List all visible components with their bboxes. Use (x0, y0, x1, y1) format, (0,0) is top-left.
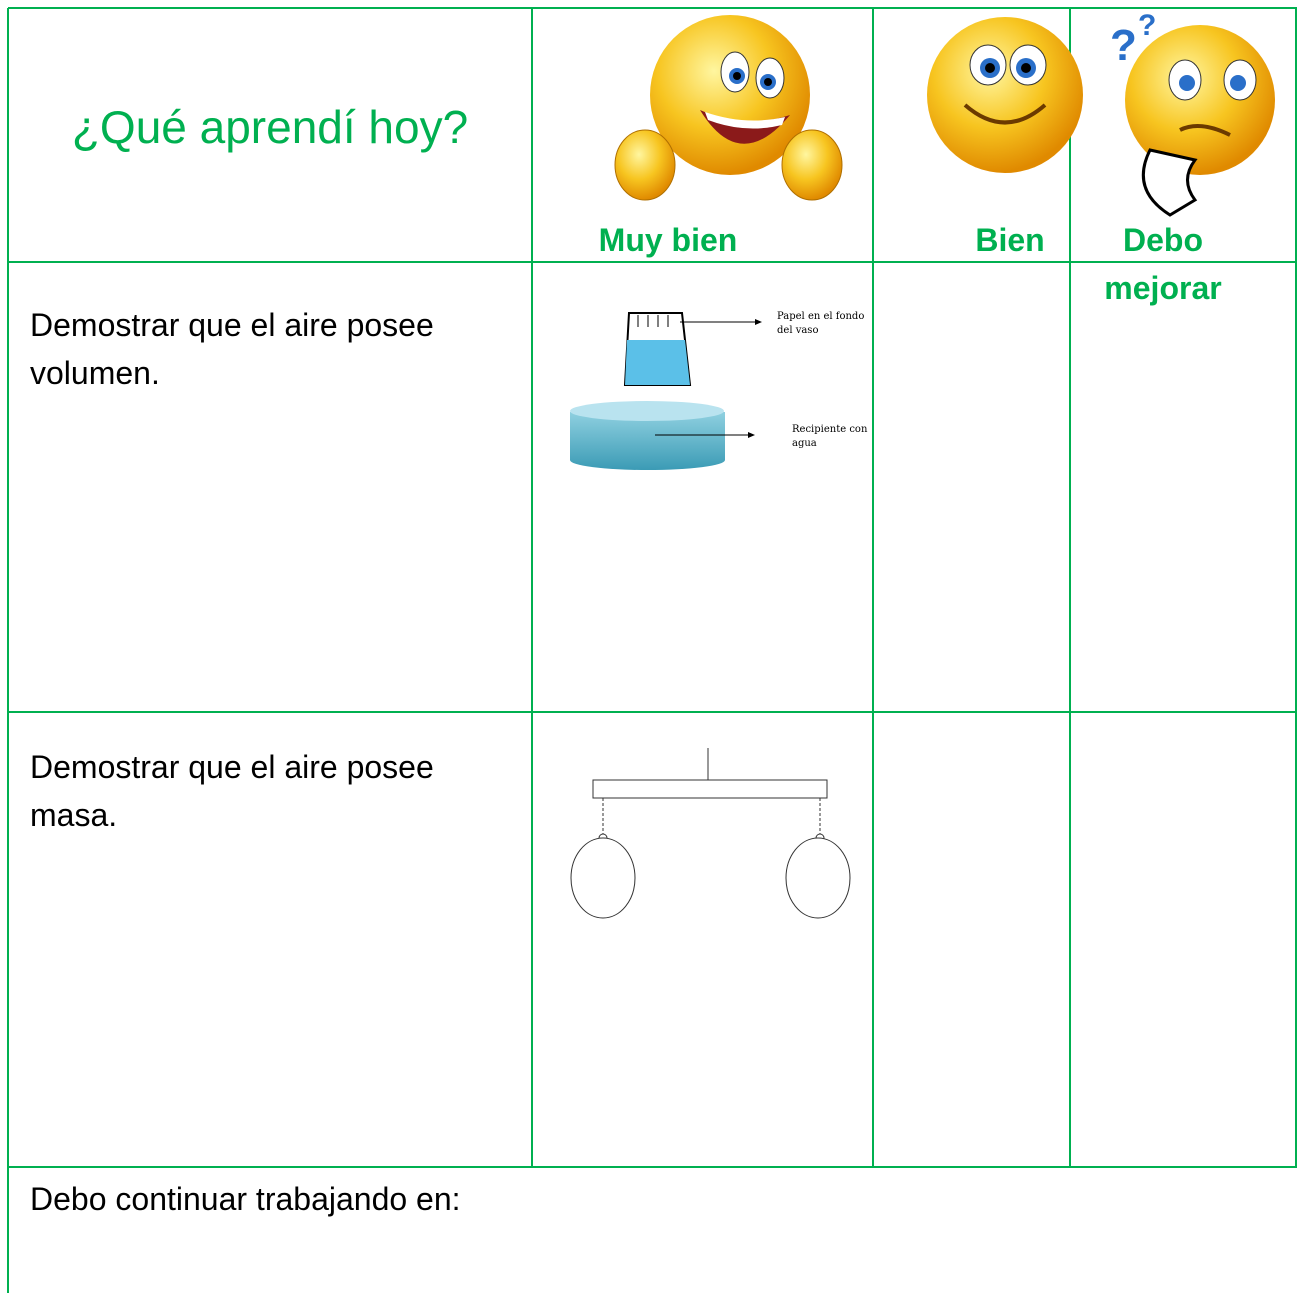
diagram-label: Papel en el fondo del vaso (777, 311, 865, 336)
grid (7, 7, 1297, 1293)
emoji-very-good (614, 15, 843, 201)
diagram-label: Recipiente con agua (792, 424, 868, 449)
emoji-improve: ? ? (1110, 9, 1275, 217)
level-label: Bien (975, 222, 1045, 258)
task: Demostrar que el aire posee volumen. (30, 307, 434, 391)
emoji-good (927, 17, 1083, 173)
svg-text:?: ? (1110, 21, 1137, 70)
volume-diagram (570, 312, 762, 471)
task: Demostrar que el aire posee masa. (30, 749, 434, 833)
title: ¿Qué aprendí hoy? (71, 101, 469, 153)
level-label: Debo mejorar (1104, 222, 1222, 306)
svg-text:?: ? (1138, 9, 1156, 42)
footer-text: Debo continuar trabajando en: (30, 1181, 461, 1217)
mass-diagram (570, 748, 851, 919)
level-label: Muy bien (598, 222, 738, 258)
